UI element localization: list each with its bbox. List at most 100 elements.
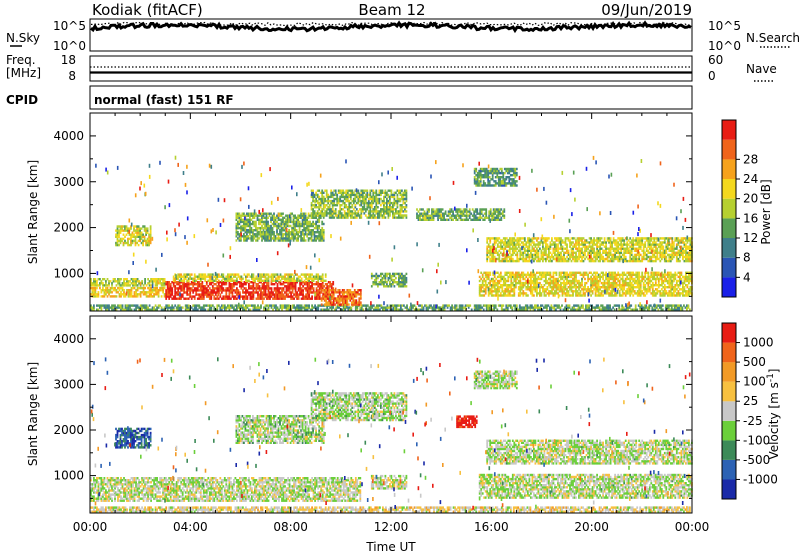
power-echo-cell <box>375 198 377 200</box>
power-echo-cell <box>571 243 573 245</box>
power-echo-cell <box>236 239 238 241</box>
power-echo-cell <box>601 254 603 256</box>
power-echo-cell <box>276 221 278 223</box>
power-echo-cell <box>550 252 552 254</box>
power-echo-cell <box>395 192 397 194</box>
power-echo-cell <box>182 293 184 295</box>
power-echo-cell <box>586 239 588 241</box>
power-echo-cell <box>308 293 310 295</box>
power-echo-cell <box>353 192 355 194</box>
power-echo-cell <box>375 190 377 192</box>
power-echo-cell <box>137 278 139 280</box>
power-echo-cell <box>347 192 349 194</box>
power-echo-cell <box>571 260 573 262</box>
power-echo-cell <box>195 280 197 282</box>
power-echo-cell <box>244 273 246 275</box>
power-echo-cell <box>188 298 190 300</box>
power-echo-cell <box>123 244 125 246</box>
nsky-right-tick-top: 10^5 <box>708 19 741 33</box>
power-echo-cell <box>547 239 549 241</box>
power-echo-cell <box>623 239 625 241</box>
power-echo-cell <box>138 244 140 246</box>
power-echo-cell <box>566 243 568 245</box>
power-echo-cell <box>406 304 408 306</box>
power-echo-cell <box>428 210 430 212</box>
power-echo-cell <box>640 246 642 248</box>
power-echo-cell <box>503 217 505 219</box>
power-echo-cell <box>548 237 550 239</box>
power-echo-cell <box>317 273 319 275</box>
power-echo-cell <box>596 243 598 245</box>
power-echo-cell <box>253 293 255 295</box>
power-echo-cell <box>230 298 232 300</box>
power-echo-cell <box>323 196 325 198</box>
power-echo-cell <box>566 246 568 248</box>
power-echo-cell <box>270 221 272 223</box>
power-echo-cell <box>563 254 565 256</box>
power-echo-cell <box>394 214 396 216</box>
power-echo-cell <box>677 304 679 306</box>
power-echo-cell <box>347 198 349 200</box>
power-echo-cell <box>308 227 310 229</box>
power-echo-cell <box>360 295 362 297</box>
power-echo-cell <box>108 284 110 286</box>
power-echo-cell <box>140 295 142 297</box>
power-echo-cell <box>134 287 136 289</box>
power-echo-cell <box>341 204 343 206</box>
nsky-noise-trace <box>91 23 691 31</box>
power-echo-cell <box>150 232 152 234</box>
power-echo-cell <box>350 198 352 200</box>
power-echo-cell <box>277 280 279 282</box>
power-echo-cell <box>486 239 488 241</box>
power-echo-cell <box>98 295 100 297</box>
power-echo-cell <box>120 295 122 297</box>
power-echo-cell <box>194 298 196 300</box>
power-echo-cell <box>312 198 314 200</box>
power-echo-cell <box>503 210 505 212</box>
power-echo-cell <box>285 237 287 239</box>
power-echo-cell <box>366 190 368 192</box>
power-echo-cell <box>285 223 287 225</box>
power-echo-cell <box>114 278 116 280</box>
power-echo-cell <box>255 223 257 225</box>
power-echo-cell <box>240 237 242 239</box>
power-echo-cell <box>357 210 359 212</box>
power-echo-cell <box>134 291 136 293</box>
power-echo-cell <box>276 229 278 231</box>
power-echo-cell <box>171 291 173 293</box>
power-echo-cell <box>379 200 381 202</box>
power-echo-cell <box>174 285 176 287</box>
power-echo-cell <box>311 295 313 297</box>
power-echo-cell <box>240 239 242 241</box>
power-echo-cell <box>221 285 223 287</box>
power-echo-cell <box>164 295 166 297</box>
power-echo-cell <box>525 241 527 243</box>
power-echo-cell <box>111 284 113 286</box>
power-echo-cell <box>512 258 514 260</box>
freq-label: Freq. <box>6 53 36 67</box>
power-echo-cell <box>599 260 601 262</box>
power-echo-cell <box>164 284 166 286</box>
power-echo-cell <box>498 256 500 258</box>
power-echo-cell <box>323 223 325 225</box>
power-echo-cell <box>258 237 260 239</box>
power-echo-cell <box>512 254 514 256</box>
power-echo-cell <box>354 198 356 200</box>
power-echo-cell <box>620 250 622 252</box>
power-echo-cell <box>339 289 341 291</box>
power-echo-cell <box>286 291 288 293</box>
power-echo-cell <box>530 243 532 245</box>
power-echo-cell <box>406 198 408 200</box>
power-echo-cell <box>294 227 296 229</box>
power-echo-cell <box>568 250 570 252</box>
power-echo-cell <box>332 281 334 283</box>
power-echo-cell <box>638 256 640 258</box>
power-echo-cell <box>257 239 259 241</box>
power-echo-cell <box>221 280 223 282</box>
power-echo-cell <box>503 250 505 252</box>
power-echo-cell <box>641 260 643 262</box>
power-echo-cell <box>385 216 387 218</box>
power-echo-cell <box>286 285 288 287</box>
power-echo-cell <box>326 190 328 192</box>
power-echo-cell <box>502 304 504 306</box>
